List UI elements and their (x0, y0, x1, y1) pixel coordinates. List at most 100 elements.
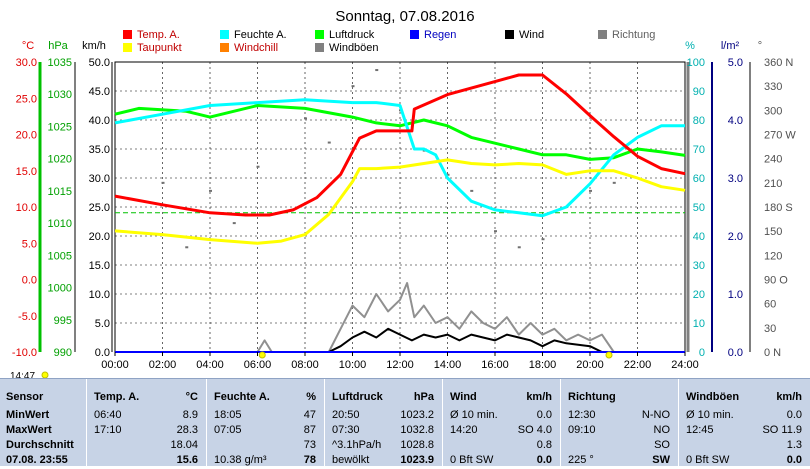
windboeen-cell-label: 12:45 (686, 424, 714, 436)
wind-tick-label: 40.0 (89, 115, 110, 127)
temp-tick-label: 30.0 (16, 57, 37, 69)
direction-tick-label: 90 O (764, 275, 788, 287)
col-feuchte: Feuchte A.% 18:05 47 07:05 87 73 10.38 g/m³ 78 (206, 379, 325, 466)
rain-tick-label: 5.0 (728, 57, 743, 69)
wind-tick-label: 35.0 (89, 144, 110, 156)
pressure-tick-label: 1025 (48, 121, 72, 133)
legend: Temp. A. Feuchte A. Luftdruck Regen Wind Rich… (123, 29, 655, 54)
direction-point (541, 238, 545, 241)
direction-point (209, 189, 212, 192)
temp-tick-label: 25.0 (16, 93, 37, 105)
pressure-tick-label: 1015 (48, 186, 72, 198)
series-luftdruck (114, 104, 686, 161)
feuchte-unit: % (306, 391, 316, 403)
direction-tick-label: 180 S (764, 202, 793, 214)
y-axes: 30.025.020.015.010.05.00.0-5.0-10.0°C103… (12, 40, 796, 378)
luftdruck-cell-label: ^3.1hPa/h (332, 439, 382, 451)
x-tick-label: 16:00 (481, 359, 509, 371)
luftdruck-cell-value: 1032.8 (400, 424, 434, 436)
direction-tick-label: 300 (764, 105, 782, 117)
temp-cell-value: 28.3 (176, 424, 198, 436)
wind-tick-label: 15.0 (89, 260, 110, 272)
direction-tick-label: 30 (764, 323, 776, 335)
richtung-header: Richtung (568, 391, 616, 403)
temp-tick-label: 20.0 (16, 130, 37, 142)
direction-tick-label: 210 (764, 178, 782, 190)
series-taupunkt (114, 158, 686, 245)
legend-swatch (123, 30, 132, 39)
humidity-tick-label: 50 (693, 202, 705, 214)
direction-tick-label: 150 (764, 226, 782, 238)
windboeen-unit: km/h (776, 391, 802, 403)
wind-tick-label: 5.0 (95, 318, 110, 330)
wind-cell-value: 0.0 (536, 409, 552, 421)
feuchte-cell-value: 47 (303, 409, 316, 421)
marker-dot (41, 371, 49, 378)
legend-swatch (505, 30, 514, 39)
windboeen-cell-value: 0.0 (786, 454, 802, 466)
legend-label: Wind (519, 29, 544, 41)
x-tick-label: 18:00 (529, 359, 557, 371)
luftdruck-unit: hPa (413, 391, 434, 403)
richtung-cell-label: 09:10 (568, 424, 596, 436)
direction-point (161, 181, 165, 184)
series-temp-a (114, 73, 686, 217)
rain-tick-label: 2.0 (728, 231, 743, 243)
x-tick-label: 22:00 (624, 359, 652, 371)
richtung-cell-value: N-NO (641, 409, 670, 421)
wind-tick-label: 0.0 (95, 347, 110, 359)
col-temp: Temp. A. °C 06:40 8.9 17:10 28.3 18.04 15.6 (86, 379, 207, 466)
direction-point (470, 189, 474, 192)
x-tick-label: 02:00 (149, 359, 177, 371)
rain-tick-label: 1.0 (728, 289, 743, 301)
feuchte-cell-label: 10.38 g/m³ (214, 454, 267, 466)
richtung-cell-value: SW (652, 454, 670, 466)
legend-label: Richtung (612, 29, 655, 41)
direction-tick-label: 60 (764, 299, 776, 311)
wind-tick-label: 20.0 (89, 231, 110, 243)
luftdruck-cell-value: 1023.2 (400, 409, 434, 421)
wind-cell-value: 0.8 (536, 439, 552, 451)
pressure-tick-label: 1010 (48, 218, 72, 230)
direction-tick-label: 270 W (764, 130, 796, 142)
legend-label: Regen (424, 29, 456, 41)
humidity-tick-label: 40 (693, 231, 705, 243)
direction-point (446, 173, 450, 176)
wind-cell-value: SO 4.0 (517, 424, 552, 436)
legend-swatch (220, 43, 229, 52)
x-tick-label: 06:00 (244, 359, 272, 371)
chart-title: Sonntag, 07.08.2016 (335, 8, 474, 25)
col-sensor: Sensor MinWert MaxWert Durchschnitt 07.0… (0, 379, 87, 466)
humidity-tick-label: 0 (699, 347, 705, 359)
pressure-tick-label: 990 (54, 347, 72, 359)
wind-tick-label: 50.0 (89, 57, 110, 69)
direction-point (612, 181, 616, 184)
temp-header: Temp. A. (94, 391, 140, 403)
humidity-tick-label: 70 (693, 144, 705, 156)
x-tick-label: 08:00 (291, 359, 319, 371)
row-label-max: MaxWert (6, 424, 52, 436)
wind-tick-label: 25.0 (89, 202, 110, 214)
legend-label: Taupunkt (137, 42, 182, 54)
legend-swatch (315, 43, 324, 52)
legend-label: Temp. A. (137, 29, 180, 41)
temp-tick-label: 0.0 (22, 275, 37, 287)
weather-chart: Sonntag, 07.08.2016 Temp. A. Feuchte A. Lu… (12, 8, 796, 378)
wind-unit: km/h (526, 391, 552, 403)
legend-label: Feuchte A. (234, 29, 287, 41)
pressure-tick-label: 1030 (48, 89, 72, 101)
feuchte-cell-label: 07:05 (214, 424, 242, 436)
grid (115, 62, 685, 352)
wind-header: Wind (450, 391, 477, 403)
temp-tick-label: 10.0 (16, 202, 37, 214)
wind-tick-label: 45.0 (89, 86, 110, 98)
humidity-tick-label: 80 (693, 115, 705, 127)
x-tick-label: 10:00 (339, 359, 367, 371)
direction-point (327, 141, 331, 144)
wind-cell-value: 0.0 (536, 454, 552, 466)
row-label-current: 07.08. 23:55 (6, 454, 68, 466)
wind-cell-label: Ø 10 min. (450, 409, 498, 421)
temp-cell-value: 15.6 (176, 454, 198, 466)
humidity-tick-label: 10 (693, 318, 705, 330)
wind-cell-label: 0 Bft SW (450, 454, 494, 466)
